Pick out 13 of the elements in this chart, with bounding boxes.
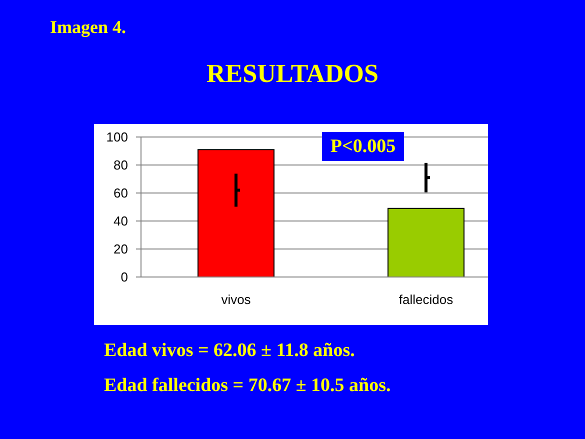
y-tick-label: 0 [120,270,128,285]
y-tick-label: 20 [114,242,128,257]
text: Edad vivos = 62.06 ± 11.8 años. [104,340,355,361]
y-tick-label: 40 [114,214,128,229]
y-tick-label: 100 [106,130,128,145]
x-tick-label: vivos [221,292,252,308]
text: Edad fallecidos = 70.67 ± 10.5 años. [104,375,391,396]
y-tick-label: 80 [114,158,128,173]
annotation: P<0.005 [330,136,396,158]
y-tick-label: 60 [114,186,128,201]
x-tick-label: fallecidos [398,292,454,308]
chart-title: RESULTADOS [206,59,378,88]
text: Imagen 4. [50,17,126,37]
